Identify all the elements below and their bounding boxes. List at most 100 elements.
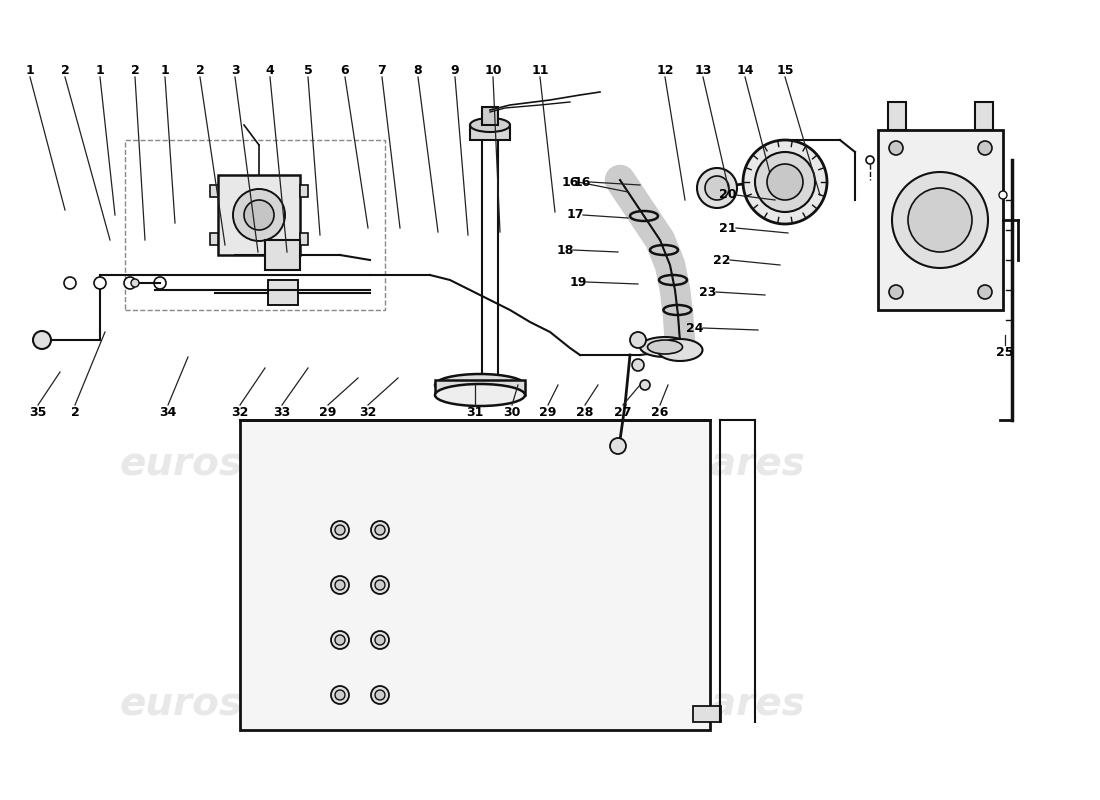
Text: 1: 1 — [161, 63, 169, 77]
Circle shape — [336, 580, 345, 590]
Bar — [888, 102, 906, 130]
Text: 27: 27 — [614, 406, 631, 418]
Circle shape — [131, 279, 139, 287]
Circle shape — [908, 188, 972, 252]
Circle shape — [94, 277, 106, 289]
Circle shape — [375, 635, 385, 645]
Text: 18: 18 — [557, 243, 574, 257]
Text: 21: 21 — [719, 222, 737, 234]
Circle shape — [767, 164, 803, 200]
Text: 26: 26 — [651, 406, 669, 418]
Bar — [300, 185, 308, 197]
Text: eurospares: eurospares — [559, 685, 805, 723]
Text: 4: 4 — [265, 63, 274, 77]
Circle shape — [371, 521, 389, 539]
Text: 29: 29 — [539, 406, 557, 418]
Circle shape — [371, 686, 389, 704]
Circle shape — [375, 580, 385, 590]
Text: 20: 20 — [719, 189, 737, 202]
Circle shape — [640, 380, 650, 390]
Text: 29: 29 — [319, 406, 337, 418]
Circle shape — [154, 277, 166, 289]
Text: 16: 16 — [561, 175, 579, 189]
Circle shape — [331, 686, 349, 704]
Bar — [470, 125, 510, 140]
Text: 7: 7 — [377, 63, 386, 77]
Circle shape — [331, 631, 349, 649]
Text: eurospares: eurospares — [559, 445, 805, 483]
Text: 34: 34 — [160, 406, 177, 418]
Ellipse shape — [482, 131, 498, 139]
Text: 16: 16 — [573, 175, 591, 189]
Circle shape — [336, 525, 345, 535]
Circle shape — [978, 285, 992, 299]
Text: 2: 2 — [60, 63, 69, 77]
Circle shape — [632, 359, 644, 371]
Circle shape — [978, 141, 992, 155]
Bar — [210, 185, 218, 197]
Circle shape — [755, 152, 815, 212]
Ellipse shape — [640, 337, 690, 357]
Text: 30: 30 — [504, 406, 520, 418]
Text: 23: 23 — [700, 286, 717, 298]
Text: 25: 25 — [997, 346, 1014, 358]
Text: 6: 6 — [341, 63, 350, 77]
Circle shape — [331, 521, 349, 539]
Bar — [125, 140, 385, 310]
Bar — [482, 107, 498, 125]
Text: 1: 1 — [96, 63, 104, 77]
Circle shape — [742, 140, 827, 224]
Circle shape — [889, 141, 903, 155]
Ellipse shape — [434, 374, 525, 396]
Bar — [434, 380, 525, 395]
Text: 32: 32 — [360, 406, 376, 418]
Bar — [268, 280, 298, 305]
Text: 28: 28 — [576, 406, 594, 418]
Text: 14: 14 — [736, 63, 754, 77]
Bar — [218, 175, 300, 255]
Circle shape — [336, 635, 345, 645]
Bar — [210, 233, 218, 245]
Text: eurospares: eurospares — [119, 685, 365, 723]
Circle shape — [371, 576, 389, 594]
Text: 5: 5 — [304, 63, 312, 77]
Circle shape — [705, 176, 729, 200]
Bar — [265, 240, 300, 270]
Text: 11: 11 — [531, 63, 549, 77]
Text: 33: 33 — [274, 406, 290, 418]
Circle shape — [892, 172, 988, 268]
Text: 24: 24 — [686, 322, 704, 334]
Text: 10: 10 — [484, 63, 502, 77]
Circle shape — [233, 189, 285, 241]
Circle shape — [999, 191, 1007, 199]
Circle shape — [866, 156, 874, 164]
Text: 22: 22 — [713, 254, 730, 266]
Bar — [240, 420, 710, 730]
Ellipse shape — [434, 384, 525, 406]
Circle shape — [630, 332, 646, 348]
Text: 31: 31 — [466, 406, 484, 418]
Text: 12: 12 — [657, 63, 673, 77]
Ellipse shape — [648, 340, 682, 354]
Text: 2: 2 — [131, 63, 140, 77]
Circle shape — [124, 277, 136, 289]
Bar — [975, 102, 993, 130]
Ellipse shape — [470, 118, 510, 132]
Text: 35: 35 — [30, 406, 46, 418]
Bar — [878, 130, 1003, 310]
Text: 15: 15 — [777, 63, 794, 77]
Circle shape — [375, 525, 385, 535]
Text: 3: 3 — [231, 63, 240, 77]
Text: 17: 17 — [566, 209, 584, 222]
Text: 1: 1 — [25, 63, 34, 77]
Text: 13: 13 — [694, 63, 712, 77]
Circle shape — [371, 631, 389, 649]
Text: 32: 32 — [231, 406, 249, 418]
Text: 19: 19 — [570, 275, 586, 289]
Circle shape — [244, 200, 274, 230]
Circle shape — [889, 285, 903, 299]
Circle shape — [610, 438, 626, 454]
Text: 2: 2 — [70, 406, 79, 418]
Bar — [693, 706, 720, 722]
Bar — [300, 233, 308, 245]
